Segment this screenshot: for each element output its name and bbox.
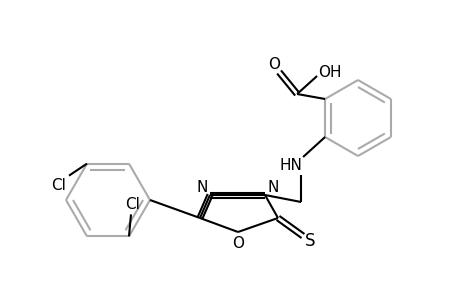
Text: N: N (267, 179, 278, 194)
Text: Cl: Cl (51, 178, 66, 193)
Text: Cl: Cl (125, 197, 140, 212)
Text: O: O (268, 56, 280, 71)
Text: S: S (304, 232, 314, 250)
Text: OH: OH (318, 64, 341, 80)
Text: N: N (196, 179, 207, 194)
Text: O: O (231, 236, 243, 251)
Text: HN: HN (279, 158, 302, 172)
